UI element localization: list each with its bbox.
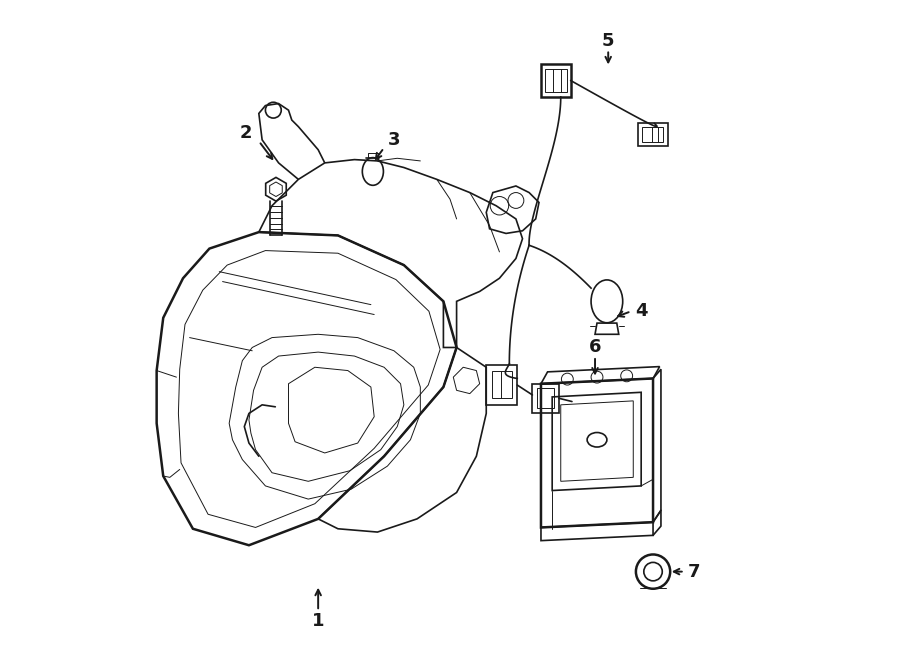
Text: 6: 6 [589,338,601,356]
Text: 1: 1 [312,612,324,630]
Text: 2: 2 [239,124,252,142]
Text: 4: 4 [634,303,647,320]
Text: 3: 3 [388,131,400,149]
Text: 5: 5 [602,32,615,50]
Text: 7: 7 [688,563,700,581]
